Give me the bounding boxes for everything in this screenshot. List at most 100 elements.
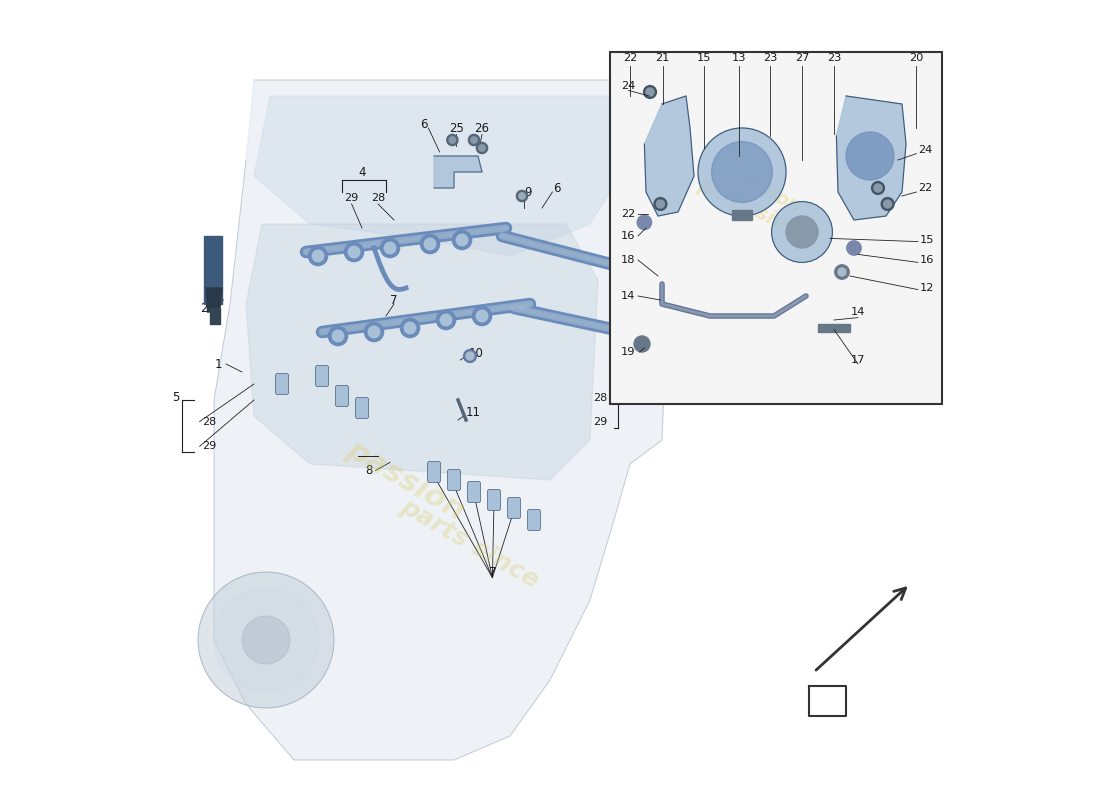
Text: passion
parts since: passion parts since xyxy=(694,156,822,244)
Circle shape xyxy=(786,216,818,248)
Polygon shape xyxy=(645,96,694,216)
Text: 25: 25 xyxy=(449,122,464,134)
Text: 28: 28 xyxy=(202,417,217,426)
Text: passion: passion xyxy=(342,434,471,526)
Polygon shape xyxy=(204,236,222,304)
Circle shape xyxy=(472,306,492,326)
Text: 19: 19 xyxy=(621,347,636,357)
Text: 18: 18 xyxy=(621,255,636,265)
Text: 23: 23 xyxy=(762,53,778,62)
Text: 22: 22 xyxy=(918,183,933,193)
Circle shape xyxy=(712,142,772,202)
FancyBboxPatch shape xyxy=(336,386,349,406)
Circle shape xyxy=(198,572,334,708)
Circle shape xyxy=(847,241,861,255)
Circle shape xyxy=(242,616,290,664)
Text: 24: 24 xyxy=(918,146,933,155)
Circle shape xyxy=(646,88,654,96)
Circle shape xyxy=(447,134,458,146)
Text: 10: 10 xyxy=(469,347,483,360)
FancyBboxPatch shape xyxy=(428,462,440,482)
Circle shape xyxy=(644,86,657,98)
Text: 15: 15 xyxy=(696,53,711,62)
Circle shape xyxy=(835,265,849,279)
FancyBboxPatch shape xyxy=(468,482,481,502)
Circle shape xyxy=(883,200,892,208)
Text: 22: 22 xyxy=(623,53,637,62)
Text: 11: 11 xyxy=(466,406,481,418)
Circle shape xyxy=(657,200,664,208)
Circle shape xyxy=(698,128,786,216)
Text: 27: 27 xyxy=(795,53,810,62)
Polygon shape xyxy=(210,308,220,324)
Circle shape xyxy=(420,234,440,254)
FancyBboxPatch shape xyxy=(507,498,520,518)
Text: 6: 6 xyxy=(552,182,560,194)
Text: 15: 15 xyxy=(920,235,934,245)
Circle shape xyxy=(469,134,480,146)
Text: 28: 28 xyxy=(371,194,385,203)
Text: 7: 7 xyxy=(488,566,496,578)
Circle shape xyxy=(463,350,476,362)
Text: 28: 28 xyxy=(593,394,607,403)
Circle shape xyxy=(344,242,364,262)
Circle shape xyxy=(519,193,525,199)
FancyBboxPatch shape xyxy=(528,510,540,530)
Text: 3: 3 xyxy=(621,368,629,381)
Text: 16: 16 xyxy=(621,231,636,241)
Circle shape xyxy=(308,246,328,266)
Circle shape xyxy=(384,242,396,254)
Circle shape xyxy=(400,318,419,338)
Text: 26: 26 xyxy=(474,122,490,134)
Circle shape xyxy=(838,268,846,276)
Circle shape xyxy=(425,238,436,250)
Text: 22: 22 xyxy=(621,210,636,219)
Text: 9: 9 xyxy=(525,186,532,198)
Circle shape xyxy=(466,352,474,360)
FancyBboxPatch shape xyxy=(610,52,942,404)
Text: 5: 5 xyxy=(172,391,179,404)
Text: 2: 2 xyxy=(200,302,208,314)
Circle shape xyxy=(871,182,884,194)
Text: 29: 29 xyxy=(202,442,217,451)
Text: 1: 1 xyxy=(214,358,222,370)
Text: 23: 23 xyxy=(827,53,842,62)
Circle shape xyxy=(214,588,318,692)
Circle shape xyxy=(634,336,650,352)
Polygon shape xyxy=(818,324,850,332)
Text: 8: 8 xyxy=(365,464,373,477)
Circle shape xyxy=(440,314,452,326)
Circle shape xyxy=(476,142,487,154)
Circle shape xyxy=(404,322,416,334)
Circle shape xyxy=(437,310,455,330)
Text: 29: 29 xyxy=(344,194,359,203)
Circle shape xyxy=(349,246,360,258)
Text: 7: 7 xyxy=(390,294,398,306)
Circle shape xyxy=(368,326,379,338)
Circle shape xyxy=(874,184,882,192)
Text: 13: 13 xyxy=(732,53,746,62)
Circle shape xyxy=(449,137,455,143)
FancyBboxPatch shape xyxy=(355,398,368,418)
Circle shape xyxy=(478,145,485,151)
Polygon shape xyxy=(206,288,222,312)
Circle shape xyxy=(846,132,894,180)
Text: 4: 4 xyxy=(359,166,365,178)
FancyBboxPatch shape xyxy=(487,490,500,510)
Polygon shape xyxy=(254,96,630,256)
Circle shape xyxy=(329,326,348,346)
Text: 6: 6 xyxy=(420,118,427,130)
Circle shape xyxy=(516,190,528,202)
Circle shape xyxy=(456,234,468,246)
Circle shape xyxy=(312,250,323,262)
Circle shape xyxy=(332,330,344,342)
Polygon shape xyxy=(733,210,751,220)
FancyBboxPatch shape xyxy=(276,374,288,394)
Text: 14: 14 xyxy=(850,307,866,317)
Circle shape xyxy=(381,238,399,258)
Polygon shape xyxy=(836,96,906,220)
Text: 24: 24 xyxy=(621,82,636,91)
Text: parts since: parts since xyxy=(396,494,543,594)
Polygon shape xyxy=(214,80,670,760)
Text: 20: 20 xyxy=(910,53,924,62)
